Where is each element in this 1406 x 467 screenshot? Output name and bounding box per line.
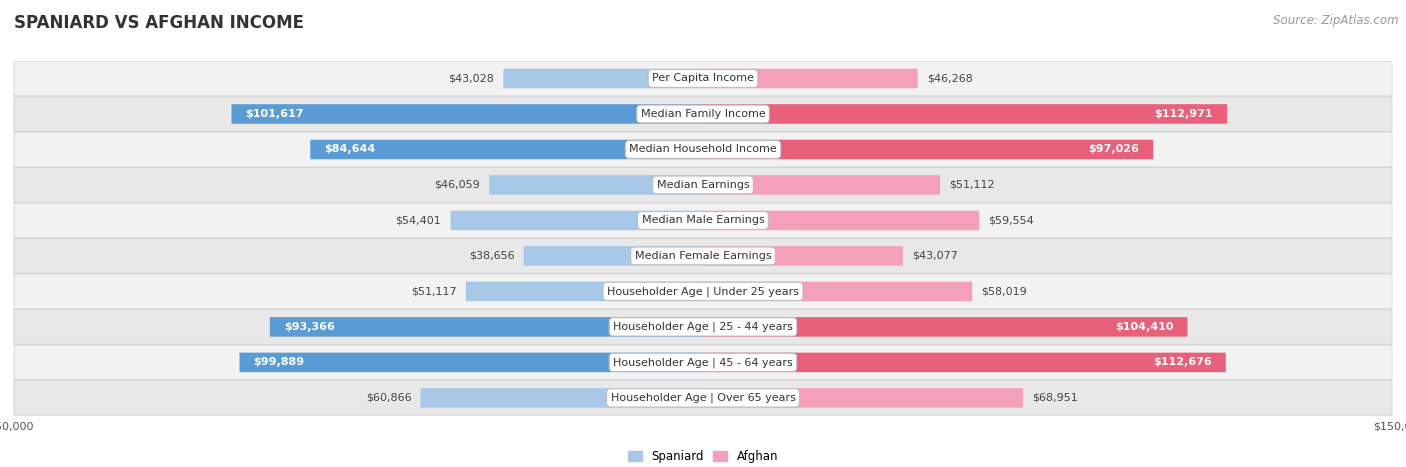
FancyBboxPatch shape bbox=[311, 140, 703, 159]
Text: Per Capita Income: Per Capita Income bbox=[652, 73, 754, 84]
FancyBboxPatch shape bbox=[489, 175, 703, 195]
FancyBboxPatch shape bbox=[450, 211, 703, 230]
FancyBboxPatch shape bbox=[14, 203, 1392, 238]
Text: $97,026: $97,026 bbox=[1088, 144, 1139, 155]
Text: $84,644: $84,644 bbox=[325, 144, 375, 155]
FancyBboxPatch shape bbox=[14, 345, 1392, 380]
FancyBboxPatch shape bbox=[703, 353, 1226, 372]
FancyBboxPatch shape bbox=[270, 317, 703, 337]
FancyBboxPatch shape bbox=[503, 69, 703, 88]
Text: $51,112: $51,112 bbox=[949, 180, 995, 190]
FancyBboxPatch shape bbox=[703, 246, 903, 266]
FancyBboxPatch shape bbox=[703, 317, 1188, 337]
Text: $46,059: $46,059 bbox=[434, 180, 479, 190]
FancyBboxPatch shape bbox=[232, 104, 703, 124]
Text: Householder Age | Over 65 years: Householder Age | Over 65 years bbox=[610, 393, 796, 403]
Text: $51,117: $51,117 bbox=[411, 286, 457, 297]
Text: $112,676: $112,676 bbox=[1153, 357, 1212, 368]
FancyBboxPatch shape bbox=[14, 97, 1392, 131]
FancyBboxPatch shape bbox=[14, 381, 1392, 415]
Text: Median Female Earnings: Median Female Earnings bbox=[634, 251, 772, 261]
FancyBboxPatch shape bbox=[239, 353, 703, 372]
FancyBboxPatch shape bbox=[14, 168, 1392, 202]
FancyBboxPatch shape bbox=[14, 239, 1392, 273]
Text: $101,617: $101,617 bbox=[246, 109, 304, 119]
Text: $58,019: $58,019 bbox=[981, 286, 1028, 297]
FancyBboxPatch shape bbox=[14, 310, 1392, 344]
FancyBboxPatch shape bbox=[703, 69, 918, 88]
Legend: Spaniard, Afghan: Spaniard, Afghan bbox=[627, 450, 779, 463]
Text: $59,554: $59,554 bbox=[988, 215, 1035, 226]
Text: $112,971: $112,971 bbox=[1154, 109, 1213, 119]
Text: $43,028: $43,028 bbox=[449, 73, 494, 84]
FancyBboxPatch shape bbox=[14, 274, 1392, 309]
FancyBboxPatch shape bbox=[703, 104, 1227, 124]
Text: $43,077: $43,077 bbox=[912, 251, 957, 261]
FancyBboxPatch shape bbox=[703, 175, 941, 195]
Text: $104,410: $104,410 bbox=[1115, 322, 1174, 332]
Text: $54,401: $54,401 bbox=[395, 215, 441, 226]
FancyBboxPatch shape bbox=[523, 246, 703, 266]
Text: Median Family Income: Median Family Income bbox=[641, 109, 765, 119]
FancyBboxPatch shape bbox=[14, 132, 1392, 167]
Text: $68,951: $68,951 bbox=[1032, 393, 1078, 403]
FancyBboxPatch shape bbox=[703, 211, 980, 230]
FancyBboxPatch shape bbox=[465, 282, 703, 301]
Text: $60,866: $60,866 bbox=[366, 393, 412, 403]
FancyBboxPatch shape bbox=[420, 388, 703, 408]
Text: Median Earnings: Median Earnings bbox=[657, 180, 749, 190]
Text: Householder Age | 45 - 64 years: Householder Age | 45 - 64 years bbox=[613, 357, 793, 368]
Text: $46,268: $46,268 bbox=[927, 73, 973, 84]
FancyBboxPatch shape bbox=[703, 140, 1153, 159]
FancyBboxPatch shape bbox=[703, 388, 1024, 408]
FancyBboxPatch shape bbox=[14, 61, 1392, 96]
Text: Householder Age | Under 25 years: Householder Age | Under 25 years bbox=[607, 286, 799, 297]
Text: $93,366: $93,366 bbox=[284, 322, 335, 332]
Text: Median Household Income: Median Household Income bbox=[628, 144, 778, 155]
Text: $99,889: $99,889 bbox=[253, 357, 305, 368]
Text: $38,656: $38,656 bbox=[468, 251, 515, 261]
Text: Source: ZipAtlas.com: Source: ZipAtlas.com bbox=[1274, 14, 1399, 27]
Text: SPANIARD VS AFGHAN INCOME: SPANIARD VS AFGHAN INCOME bbox=[14, 14, 304, 32]
FancyBboxPatch shape bbox=[703, 282, 972, 301]
Text: Householder Age | 25 - 44 years: Householder Age | 25 - 44 years bbox=[613, 322, 793, 332]
Text: Median Male Earnings: Median Male Earnings bbox=[641, 215, 765, 226]
